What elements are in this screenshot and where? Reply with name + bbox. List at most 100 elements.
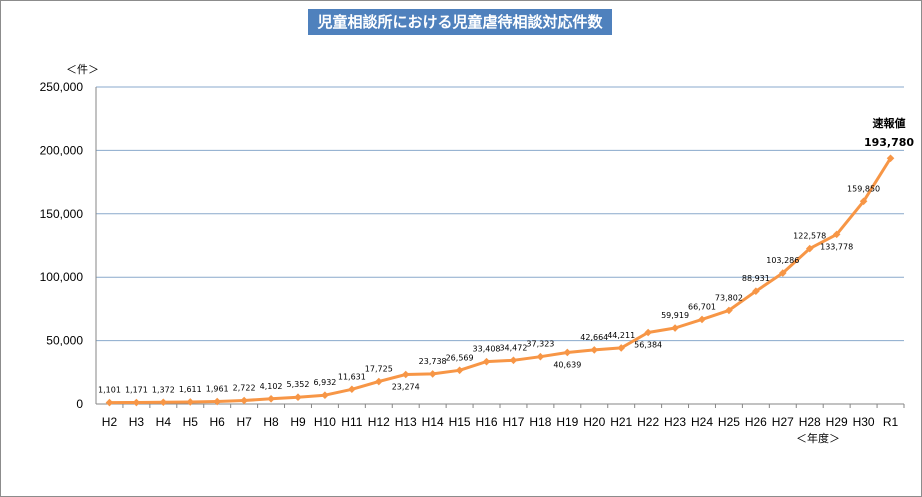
data-label: 122,578: [793, 232, 826, 241]
preliminary-note: 速報値: [873, 116, 906, 130]
series-markers: [105, 154, 895, 407]
x-tick-label: H12: [368, 415, 390, 429]
data-label: 4,102: [260, 382, 283, 391]
data-label: 56,384: [634, 341, 662, 350]
data-label: 73,802: [715, 293, 743, 302]
data-point: [105, 398, 114, 407]
data-point: [240, 396, 248, 405]
x-tick-label: H29: [826, 415, 848, 429]
data-label: 44,211: [607, 331, 635, 340]
data-label: 1,101: [98, 386, 121, 395]
data-label: 88,931: [742, 274, 770, 283]
x-tick-label: H28: [799, 415, 821, 429]
data-label: 1,961: [206, 385, 229, 394]
data-label: 40,639: [553, 360, 581, 369]
y-tick-label: 0: [76, 397, 83, 411]
x-tick-label: H14: [422, 415, 444, 429]
x-tick-label: H9: [290, 415, 306, 429]
x-tick-label: H22: [637, 415, 659, 429]
data-point: [536, 352, 545, 361]
y-tick-label: 100,000: [40, 270, 84, 284]
x-tick-label: H2: [102, 415, 118, 429]
x-tick-label: H27: [772, 415, 794, 429]
data-label: 59,919: [661, 311, 689, 320]
data-point: [294, 393, 302, 402]
data-label: 2,722: [233, 384, 256, 393]
data-label: 6,932: [313, 378, 336, 387]
x-tick-label: H13: [395, 415, 417, 429]
data-label: 33,408: [473, 345, 501, 354]
data-point: [186, 398, 195, 406]
data-point: [509, 356, 518, 365]
gridlines: [96, 86, 904, 342]
data-point: [725, 306, 733, 315]
x-tick-label: H3: [129, 415, 145, 429]
data-label: 11,631: [338, 372, 366, 381]
data-point: [213, 397, 221, 406]
x-tick-label: H25: [718, 415, 740, 429]
x-tick-label: H10: [314, 415, 336, 429]
x-axis: H2 H3 H4 H5 H6 H7 H8 H9 H10 H11 H12 H13 H14 H15 H16 H17…: [96, 403, 905, 429]
data-point: [159, 398, 168, 407]
y-tick-label: 200,000: [40, 143, 84, 157]
data-label: 23,274: [392, 382, 420, 391]
data-label: 42,664: [580, 333, 608, 342]
x-tick-label: H5: [183, 415, 199, 429]
data-point: [644, 328, 652, 337]
x-tick-label: H16: [476, 415, 498, 429]
y-tick-label: 250,000: [40, 80, 84, 94]
data-label: 17,725: [365, 365, 393, 374]
data-label: 1,171: [125, 386, 148, 395]
data-point: [779, 269, 787, 277]
y-tick-label: 150,000: [40, 207, 84, 221]
data-label: 159,850: [847, 184, 880, 193]
data-point: [752, 287, 760, 296]
x-tick-label: H26: [745, 415, 767, 429]
data-point: [132, 398, 141, 407]
data-label: 133,778: [820, 242, 853, 251]
data-point: [698, 315, 706, 324]
x-tick-label: H20: [583, 415, 605, 429]
data-point: [805, 244, 814, 253]
data-label: 34,472: [499, 343, 527, 352]
data-point: [428, 370, 437, 378]
x-tick-label: H17: [502, 415, 524, 429]
x-axis-unit-label: ＜年度＞: [796, 431, 840, 445]
data-label: 37,323: [526, 340, 554, 349]
data-point: [348, 385, 356, 394]
data-point: [563, 348, 572, 357]
x-tick-label: R1: [883, 415, 899, 429]
data-label: 5,352: [287, 380, 310, 389]
data-point: [482, 357, 491, 366]
data-point: [267, 394, 275, 403]
data-label: 26,569: [446, 353, 474, 362]
x-tick-label: H15: [449, 415, 471, 429]
data-point: [859, 197, 868, 206]
chart-title: 児童相談所における児童虐待相談対応件数: [308, 9, 612, 35]
data-label: 103,286: [766, 256, 799, 265]
data-label: 23,738: [419, 357, 447, 366]
x-tick-label: H24: [691, 415, 713, 429]
y-axis: 0 50,000 100,000 150,000 200,000 250,000: [40, 80, 97, 411]
data-point: [455, 366, 464, 375]
preliminary-value: 193,780: [864, 136, 914, 149]
data-point: [886, 154, 895, 163]
x-tick-label: H6: [210, 415, 226, 429]
data-label: 1,611: [179, 385, 202, 394]
data-point: [617, 344, 625, 352]
data-point: [832, 230, 841, 239]
x-tick-label: H21: [610, 415, 632, 429]
data-point: [375, 377, 383, 386]
y-tick-label: 50,000: [46, 334, 83, 348]
x-tick-label: H18: [529, 415, 551, 429]
data-point: [401, 370, 410, 379]
data-point: [321, 391, 329, 400]
y-axis-unit-label: ＜件＞: [66, 63, 99, 76]
data-point: [671, 324, 679, 332]
x-tick-label: H19: [556, 415, 578, 429]
x-tick-label: H7: [236, 415, 252, 429]
x-tick-label: H23: [664, 415, 686, 429]
x-tick-label: H4: [156, 415, 172, 429]
